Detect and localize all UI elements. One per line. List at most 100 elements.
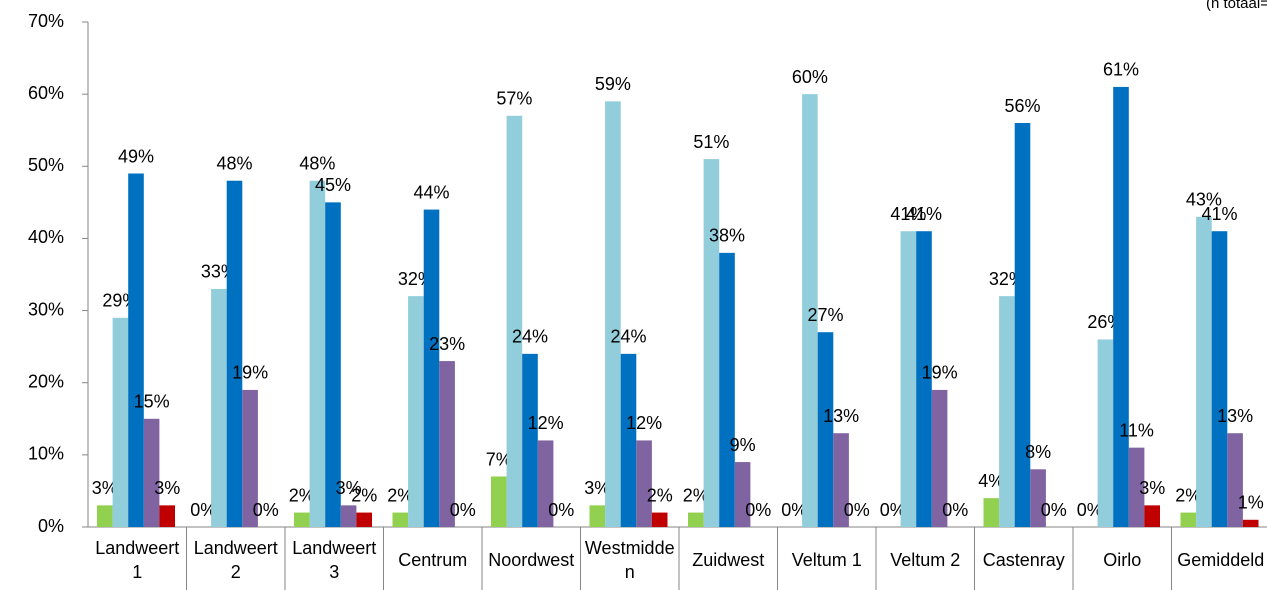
bar [1014, 123, 1031, 527]
y-tick-label: 20% [28, 371, 64, 391]
data-label: 12% [626, 413, 662, 433]
data-label: 2% [289, 485, 315, 505]
x-tick-label: Gemiddeld [1177, 550, 1265, 570]
bar [999, 296, 1015, 527]
bar [1242, 519, 1259, 527]
bar [900, 231, 917, 527]
data-label: 15% [134, 392, 170, 412]
x-tick-label: Castenray [982, 550, 1065, 570]
data-label: 48% [216, 153, 252, 173]
data-label: 61% [1103, 60, 1139, 80]
data-label: 49% [118, 146, 154, 166]
bar [408, 296, 424, 527]
x-tick-label: Westmidden [584, 538, 675, 582]
data-label: 0% [880, 500, 906, 520]
bar [817, 332, 834, 527]
x-tick-label: Veltum 2 [890, 550, 961, 570]
y-tick-label: 50% [28, 155, 64, 175]
data-label: 0% [781, 500, 807, 520]
bar [226, 180, 243, 527]
data-label: 9% [730, 435, 756, 455]
data-label: 41% [1201, 204, 1237, 224]
x-tick-label: Landweert 3 [292, 538, 377, 582]
data-label: 38% [709, 226, 745, 246]
bar [734, 462, 751, 527]
bar [802, 94, 818, 528]
x-tick-label: Centrum [398, 550, 468, 570]
y-tick-label: 70% [28, 11, 64, 31]
data-label: 56% [1004, 96, 1040, 116]
data-label: 24% [610, 327, 646, 347]
bar [294, 512, 310, 527]
bar [439, 361, 455, 527]
bar [1128, 447, 1145, 527]
y-tick-label: 60% [28, 83, 64, 103]
bar [1227, 433, 1243, 527]
bar [605, 101, 621, 527]
data-label: 3% [584, 478, 610, 498]
data-label: 48% [299, 153, 335, 173]
data-label: 2% [351, 485, 377, 505]
x-tick-label: Zuidwest [692, 550, 765, 570]
data-label: 0% [450, 500, 476, 520]
data-label: 11% [1119, 420, 1154, 440]
bar [703, 159, 720, 528]
bar [211, 288, 227, 527]
data-label: 2% [683, 485, 709, 505]
bar [719, 252, 735, 527]
data-label: 7% [486, 449, 512, 469]
data-label: 3% [336, 478, 362, 498]
data-label: 3% [1139, 478, 1165, 498]
data-label: 24% [512, 327, 548, 347]
data-label: 2% [647, 485, 673, 505]
data-label: 3% [92, 478, 118, 498]
bar [309, 180, 326, 527]
data-label: 51% [693, 132, 729, 152]
x-tick-label: Oirlo [1103, 550, 1142, 570]
data-label: 0% [1077, 500, 1103, 520]
x-tick-label: Noordwest [488, 550, 575, 570]
bar [423, 209, 440, 528]
bar [651, 512, 668, 527]
data-label: 12% [528, 413, 564, 433]
bar [537, 440, 554, 527]
bar [159, 505, 175, 527]
data-label: 60% [792, 67, 828, 87]
data-label: 27% [807, 305, 843, 325]
data-label: 44% [413, 182, 449, 202]
data-label: 59% [595, 74, 631, 94]
data-label: 45% [315, 175, 351, 195]
annotation: (n totaal= 43 [1206, 0, 1267, 12]
bar [325, 202, 341, 527]
bar [242, 389, 258, 527]
x-tick-label: Veltum 1 [791, 550, 862, 570]
data-label: 19% [922, 363, 958, 383]
bar [1030, 469, 1046, 527]
bar [1097, 339, 1114, 527]
x-tick-label: Landweert 1 [95, 538, 180, 582]
bar [143, 418, 160, 527]
y-tick-label: 10% [28, 444, 64, 464]
x-tick-label: Landweert 2 [193, 538, 278, 582]
bar [491, 476, 507, 527]
bar [506, 115, 523, 528]
bar [1113, 86, 1129, 527]
data-label: 0% [190, 500, 216, 520]
data-label: 23% [429, 334, 465, 354]
bar [128, 173, 144, 527]
y-tick-label: 30% [28, 299, 64, 319]
bar [589, 505, 606, 527]
bar [916, 231, 932, 527]
bar [1180, 512, 1197, 527]
bar [636, 440, 652, 527]
data-label: 0% [745, 500, 771, 520]
data-label: 0% [844, 500, 870, 520]
bar [1211, 231, 1228, 527]
data-label: 13% [823, 406, 859, 426]
data-label: 3% [154, 478, 180, 498]
data-label: 2% [1175, 485, 1201, 505]
data-label: 41% [906, 204, 942, 224]
data-label: 0% [942, 500, 968, 520]
bar [620, 353, 637, 527]
